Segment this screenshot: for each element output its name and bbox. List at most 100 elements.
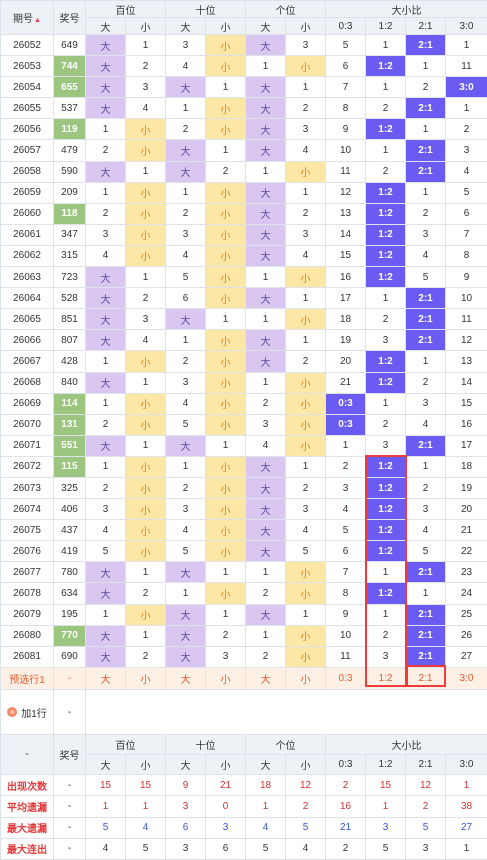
forecast-cell[interactable]: 大 [165,666,206,690]
forecast-cell[interactable]: 0:3 [325,666,366,690]
table-row: 26071 551 大 1 大 1 4 小 1 3 2:1 17 [0,434,487,457]
award-number-cell: 119 [53,118,86,141]
position-cell: 2 [125,55,166,78]
subheader-cell: 1:2 [365,17,406,35]
position-cell: 大 [85,55,126,78]
ratio-cell: 2 [365,160,406,183]
table-row: 26052 649 大 1 3 小大 3 5 1 2:1 1 [0,33,487,57]
table-row: 26060 118 2 小 2 小大 2 13 1:2 2 6 [0,202,487,225]
ratio-cell: 7 [325,76,366,99]
ratio-cell: 9 [325,603,366,626]
period-cell: 26074 [0,498,54,521]
position-cell: 小 [125,223,166,246]
ratio-cell: 2 [365,624,406,647]
table-row: 26068 840 大 1 3 小 1 小 21 1:2 2 14 [0,371,487,394]
position-cell: 大 [245,329,286,352]
stats-value: 2 [325,774,366,797]
ratio-cell: 2 [405,476,446,500]
ratio-cell: 5 [405,266,446,289]
position-cell: 1 [85,603,126,626]
table-row: 26073 325 2 小 2 小大 2 3 1:2 2 19 [0,476,487,500]
position-cell: 大 [245,97,286,120]
ratio-cell: 1:2 [365,244,406,268]
ratio-cell: 21 [325,371,366,394]
period-cell: 26053 [0,55,54,78]
ratio-cell: 4 [405,519,446,542]
stats-value: 9 [165,774,206,797]
position-cell: 大 [85,582,126,605]
forecast-cell[interactable]: 大 [85,666,126,690]
ratio-cell: 3 [365,434,406,457]
position-cell: 1 [85,392,126,415]
position-cell: 2 [85,139,126,162]
ratio-cell: 2:1 [405,308,446,331]
forecast-cell[interactable]: 1:2 [365,666,406,690]
footer-subheader-cell: 2:1 [405,754,446,776]
position-cell: 4 [125,97,166,120]
position-cell: 4 [165,55,206,78]
forecast-cell[interactable]: 小 [285,666,326,690]
position-cell: 大 [245,540,286,563]
forecast-cell[interactable]: 小 [205,666,246,690]
position-cell: 2 [245,392,286,415]
award-number-cell: 315 [53,244,86,268]
period-cell: 26060 [0,202,54,225]
table-row: 26079 195 1 小大 1 大 1 9 1 2:1 25 [0,603,487,626]
ratio-cell: 2 [405,76,446,99]
ratio-cell: 2 [365,308,406,331]
position-cell: 大 [165,139,206,162]
award-number-cell: 209 [53,181,86,204]
ratio-cell: 1:2 [365,371,406,394]
ratio-cell: 2:1 [405,139,446,162]
forecast-cell[interactable]: 2:1 [405,666,446,690]
sort-icon[interactable]: ▲ [34,17,41,24]
position-cell: 1 [125,160,166,183]
position-cell: 1 [125,434,166,457]
position-cell: 大 [85,266,126,289]
ratio-cell: 8 [325,97,366,120]
period-cell: 26052 [0,33,54,57]
table-row: 26057 479 2 小大 1 大 4 10 1 2:1 3 [0,139,487,162]
period-cell: 26081 [0,645,54,668]
position-cell: 5 [165,413,206,436]
position-cell: 小 [125,202,166,225]
position-cell: 大 [165,645,206,668]
period-cell: 26056 [0,118,54,141]
award-header: 奖号 [53,0,86,35]
table-row: 26058 590 大 1 大 2 1 小 11 2 2:1 4 [0,160,487,183]
position-cell: 小 [205,540,246,563]
position-cell: 5 [165,266,206,289]
position-cell: 1 [165,455,206,478]
position-cell: 大 [245,455,286,478]
ratio-cell: 14 [445,371,487,394]
position-cell: 小 [205,202,246,225]
award-number-cell: 780 [53,561,86,584]
forecast-cell[interactable]: 3:0 [445,666,487,690]
stats-value: 6 [205,837,246,860]
footer-subheader-cell: 大 [165,754,206,776]
stats-value: 3 [365,816,406,839]
position-cell: 小 [285,561,326,584]
position-cell: 小 [125,392,166,415]
subheader-cell: 小 [125,17,166,35]
table-row: 26064 528 大 2 6 小大 1 17 1 2:1 10 [0,287,487,310]
position-cell: 小 [125,519,166,542]
position-cell: 1 [85,181,126,204]
stats-value: 18 [245,774,286,797]
subheader-cell: 0:3 [325,17,366,35]
footer-ge-header: 个位 [245,734,326,756]
ratio-cell: 1 [445,33,487,57]
position-cell: 1 [165,181,206,204]
table-row: 26066 807 大 4 1 小大 1 19 3 2:1 12 [0,329,487,352]
ratio-cell: 1:2 [365,181,406,204]
period-cell: 26070 [0,413,54,436]
forecast-cell[interactable]: 小 [125,666,166,690]
position-cell: 4 [165,244,206,268]
ratio-cell: 8 [445,244,487,268]
ratio-cell: 2:1 [405,33,446,57]
forecast-cell[interactable]: 大 [245,666,286,690]
stats-value: 5 [125,837,166,860]
period-header[interactable]: 期号▲ [0,0,54,35]
ratio-cell: 4 [445,160,487,183]
add-row-button[interactable]: × 加1行 [0,688,54,736]
